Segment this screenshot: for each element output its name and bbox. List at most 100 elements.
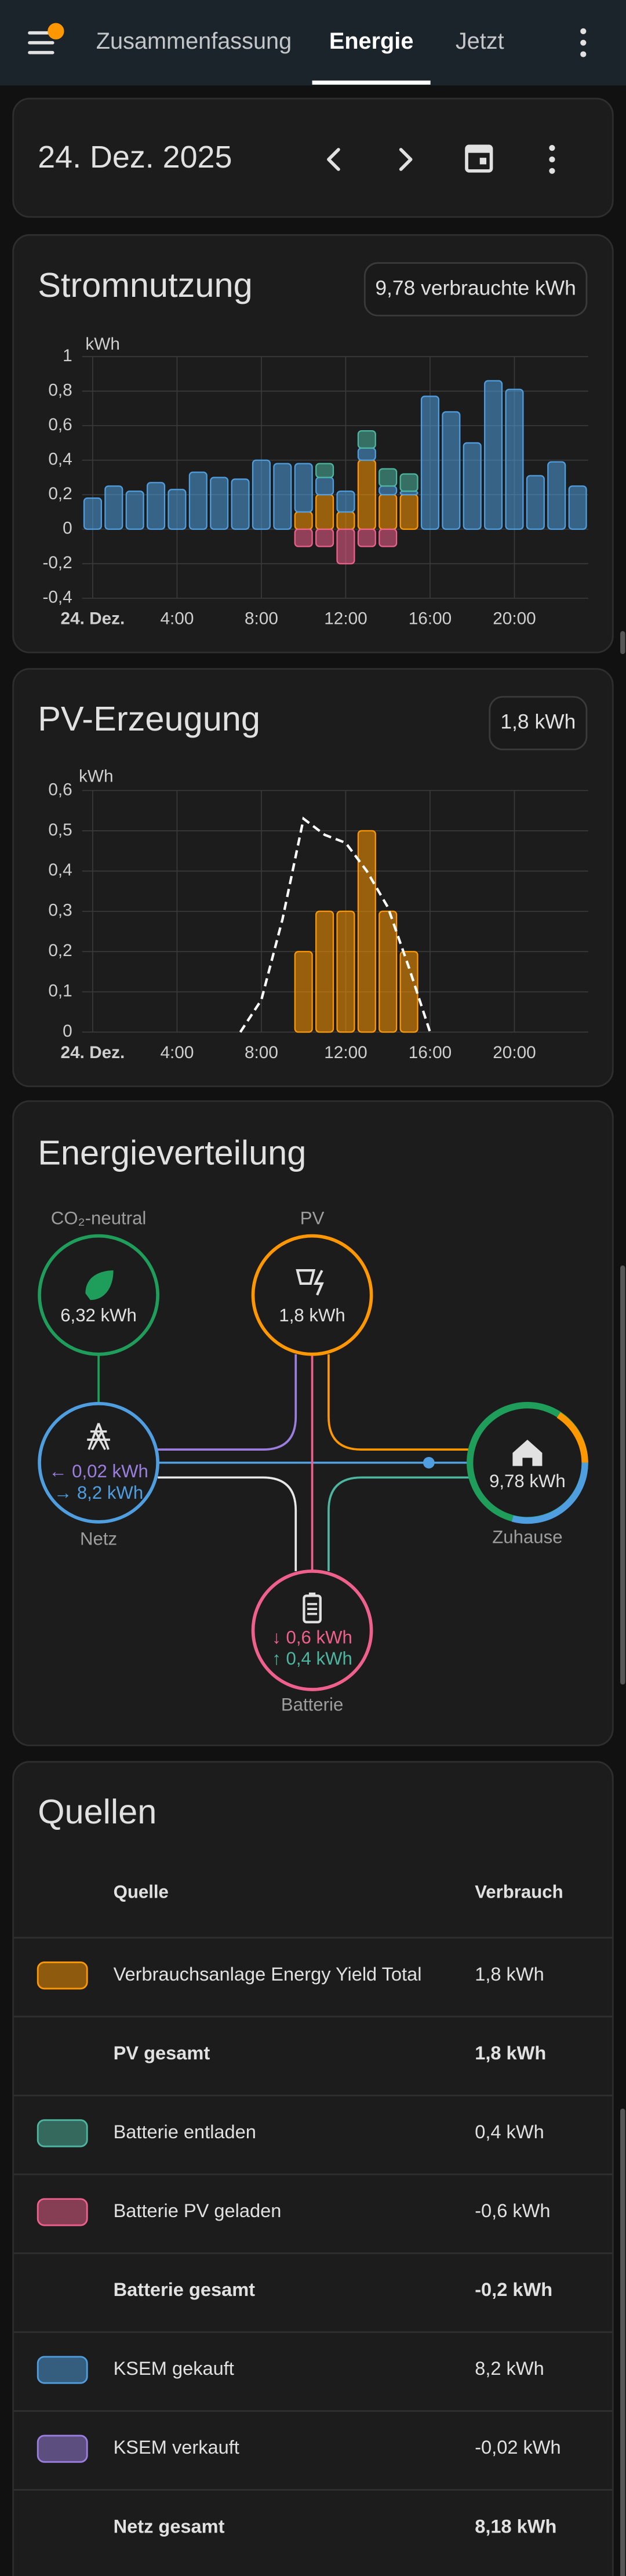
y-tick-label: 0,5 [48,820,72,840]
bar [231,478,250,530]
date-menu-button[interactable] [549,145,555,174]
flow-dot [423,1456,435,1469]
co2-label: CO₂-neutral [51,1208,147,1229]
badge-text: 1,8 kWh [500,710,576,733]
bar [168,489,187,530]
source-name: Batterie gesamt [114,2279,256,2300]
usage-card [12,234,614,653]
date-text: 24. Dez. 2025 [38,140,232,175]
bar [315,528,334,547]
x-tick-label: 12:00 [324,609,367,628]
tab[interactable]: Energie [329,28,414,54]
pv-card [12,668,614,1088]
x-tick-label: 8:00 [245,1043,278,1062]
y-tick-label: 0,2 [48,484,72,503]
bar [378,528,398,547]
tab-bar: Zusammenfassung Energie Jetzt [96,28,504,85]
bar [188,471,208,530]
calendar-button[interactable] [465,144,493,173]
scrollbar-thumb [620,631,625,655]
x-tick-label: 24. Dez. [61,609,125,628]
column-header: Verbrauch [475,1882,563,1902]
battery-node[interactable] [251,1569,373,1691]
chart-title: Stromnutzung [38,266,253,304]
y-tick-label: 0,8 [48,381,72,400]
bar [357,447,376,461]
dot [580,28,587,34]
sources-title: Quellen [38,1792,156,1831]
color-swatch [37,2435,88,2463]
flow-lines [97,1354,470,1571]
bar [378,485,398,496]
battery-discharged: ↑ 0,4 kWh [272,1648,352,1669]
bar [315,463,334,478]
pv-value: 1,8 kWh [279,1305,345,1325]
y-axis-label: kWh [79,767,114,786]
badge [363,262,588,317]
y-tick-label: 1 [63,346,72,365]
grid-returned: ← 0,02 kWh [49,1461,148,1481]
source-value: 1,8 kWh [475,2042,546,2063]
pv-node[interactable] [251,1234,373,1356]
bar [315,494,334,530]
bar [399,951,418,1033]
color-swatch [37,2119,88,2148]
bar [378,468,398,487]
bar [399,494,418,530]
leaf-icon [85,1270,114,1300]
source-value: 1,8 kWh [475,1963,544,1985]
bar [294,511,313,530]
sources-card [12,1761,614,2576]
battery-cap [308,1592,316,1596]
y-tick-label: -0,2 [42,553,72,572]
distribution-title: Energieverteilung [38,1133,306,1172]
bar [252,459,271,530]
x-tick-label: 16:00 [409,1043,452,1062]
source-value: -0,02 kWh [475,2436,561,2458]
x-tick-label: 24. Dez. [61,1043,125,1062]
color-swatch [37,2356,88,2384]
tab[interactable]: Jetzt [456,28,504,54]
bar [378,494,398,530]
badge [489,696,588,751]
menu-button[interactable] [28,23,64,55]
bar [147,482,166,530]
flow-battery-home [327,1476,470,1571]
top-bar [0,0,626,86]
source-name: KSEM gekauft [114,2357,234,2379]
y-tick-label: 0,4 [48,860,72,880]
next-button[interactable] [399,148,413,171]
tab[interactable]: Zusammenfassung [96,28,292,54]
calendar-day [479,158,487,165]
source-name: Verbrauchsanlage Energy Yield Total [114,1963,422,1985]
chart-title: PV-Erzeugung [38,699,260,738]
bar [104,485,123,530]
previous-button[interactable] [327,148,340,171]
source-name: PV gesamt [114,2042,210,2063]
date-card [12,97,614,218]
scrollbar-thumb [620,2108,625,2576]
overflow-button[interactable] [580,28,587,57]
source-name: KSEM verkauft [114,2436,239,2458]
tower-icon [87,1423,110,1451]
bar [294,528,313,547]
flow-pv-grid [158,1354,297,1451]
sources-table: Quelle Verbrauch Verbrauchsanlage Energy Y… [13,1882,613,2537]
x-tick-label: 8:00 [245,609,278,628]
y-tick-label: 0,6 [48,780,72,799]
co2-value: 6,32 kWh [60,1305,137,1325]
bar [294,951,313,1033]
grid-node[interactable] [38,1401,159,1524]
dot [549,145,555,151]
bar [315,477,334,496]
y-tick-label: 0,1 [48,982,72,1001]
x-tick-label: 20:00 [493,609,536,628]
battery-label: Batterie [281,1695,343,1715]
y-tick-label: -0,4 [42,588,72,607]
y-tick-label: 0,2 [48,941,72,960]
bar [505,388,524,530]
notification-dot [48,23,64,40]
source-name: Batterie entladen [114,2121,256,2142]
